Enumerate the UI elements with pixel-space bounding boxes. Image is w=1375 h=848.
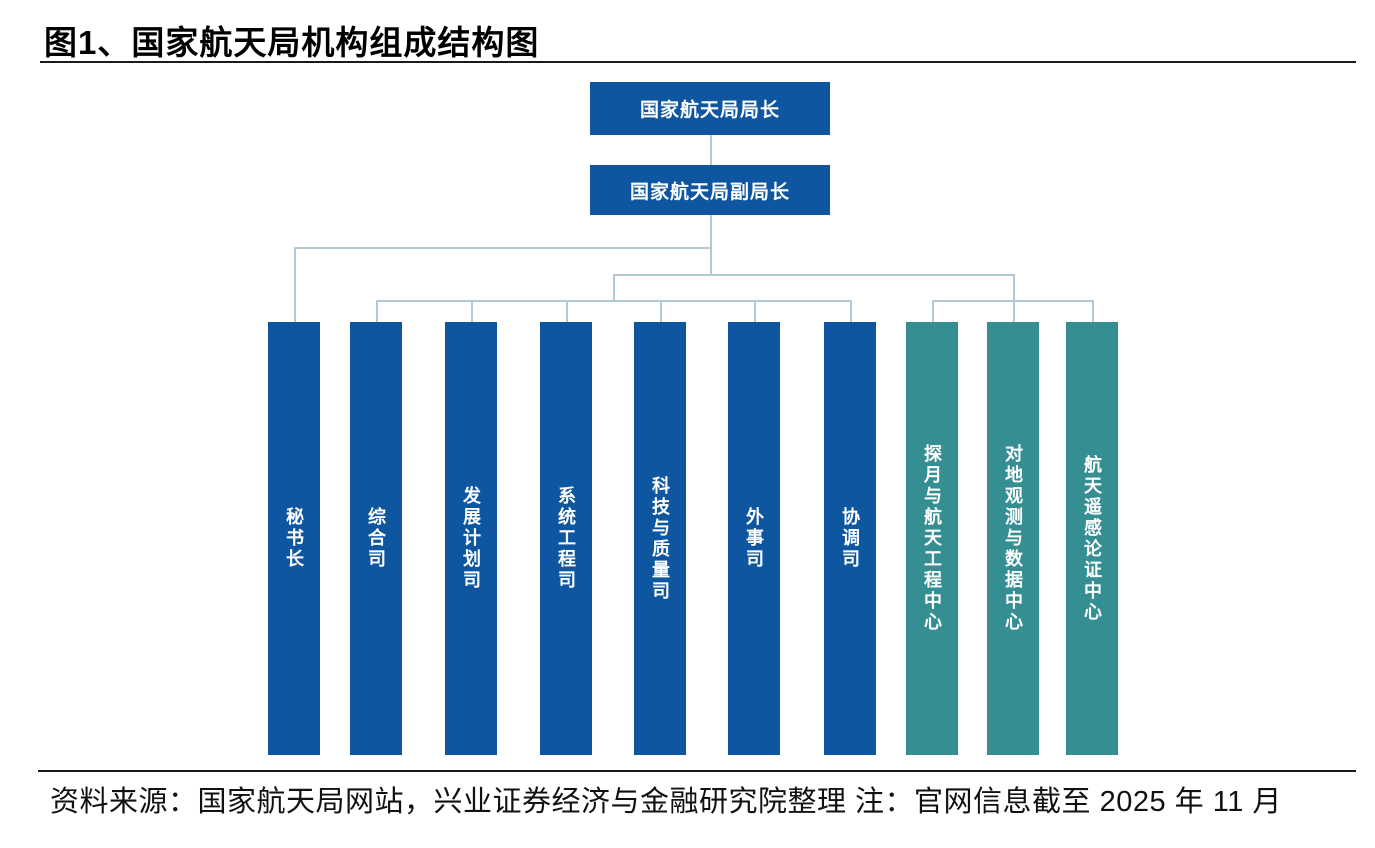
source-divider: [38, 770, 1356, 772]
org-node-label: 外事司: [744, 507, 764, 570]
connector-line: [471, 300, 473, 322]
connector-line: [613, 274, 1013, 276]
org-node-deputy-director: 国家航天局副局长: [590, 165, 830, 215]
org-node-label: 系统工程司: [556, 486, 576, 591]
org-node-department-2: 综合司: [350, 322, 402, 755]
org-node-label: 探月与航天工程中心: [922, 444, 942, 633]
connector-line: [1013, 274, 1015, 322]
org-node-center-8: 探月与航天工程中心: [906, 322, 958, 755]
connector-line: [294, 247, 710, 249]
org-node-label: 秘书长: [284, 507, 304, 570]
connector-line: [850, 300, 852, 322]
connector-line: [710, 135, 712, 165]
source-note: 资料来源：国家航天局网站，兴业证券经济与金融研究院整理 注：官网信息截至 202…: [50, 786, 1282, 818]
connector-line: [754, 300, 756, 322]
org-node-center-9: 对地观测与数据中心: [987, 322, 1039, 755]
connector-line: [566, 300, 568, 322]
org-node-label: 协调司: [840, 507, 860, 570]
connector-line: [294, 247, 296, 322]
connector-line: [932, 300, 934, 322]
org-node-director: 国家航天局局长: [590, 82, 830, 135]
connector-line: [710, 215, 712, 274]
org-node-label: 航天遥感论证中心: [1082, 454, 1102, 623]
connector-line: [1092, 300, 1094, 322]
org-node-department-3: 发展计划司: [445, 322, 497, 755]
connector-line: [660, 300, 662, 322]
org-node-department-1: 秘书长: [268, 322, 320, 755]
figure-title: 图1、国家航天局机构组成结构图: [44, 24, 540, 61]
connector-line: [376, 300, 378, 322]
org-node-department-6: 外事司: [728, 322, 780, 755]
connector-line: [613, 274, 615, 300]
org-node-department-7: 协调司: [824, 322, 876, 755]
org-node-department-5: 科技与质量司: [634, 322, 686, 755]
org-node-department-4: 系统工程司: [540, 322, 592, 755]
connector-line: [376, 300, 850, 302]
org-node-label: 对地观测与数据中心: [1003, 444, 1023, 633]
org-node-label: 发展计划司: [461, 486, 481, 591]
org-node-label: 科技与质量司: [650, 475, 670, 602]
org-node-label: 综合司: [366, 507, 386, 570]
connector-line: [932, 300, 1092, 302]
title-divider: [40, 61, 1356, 63]
org-node-center-10: 航天遥感论证中心: [1066, 322, 1118, 755]
